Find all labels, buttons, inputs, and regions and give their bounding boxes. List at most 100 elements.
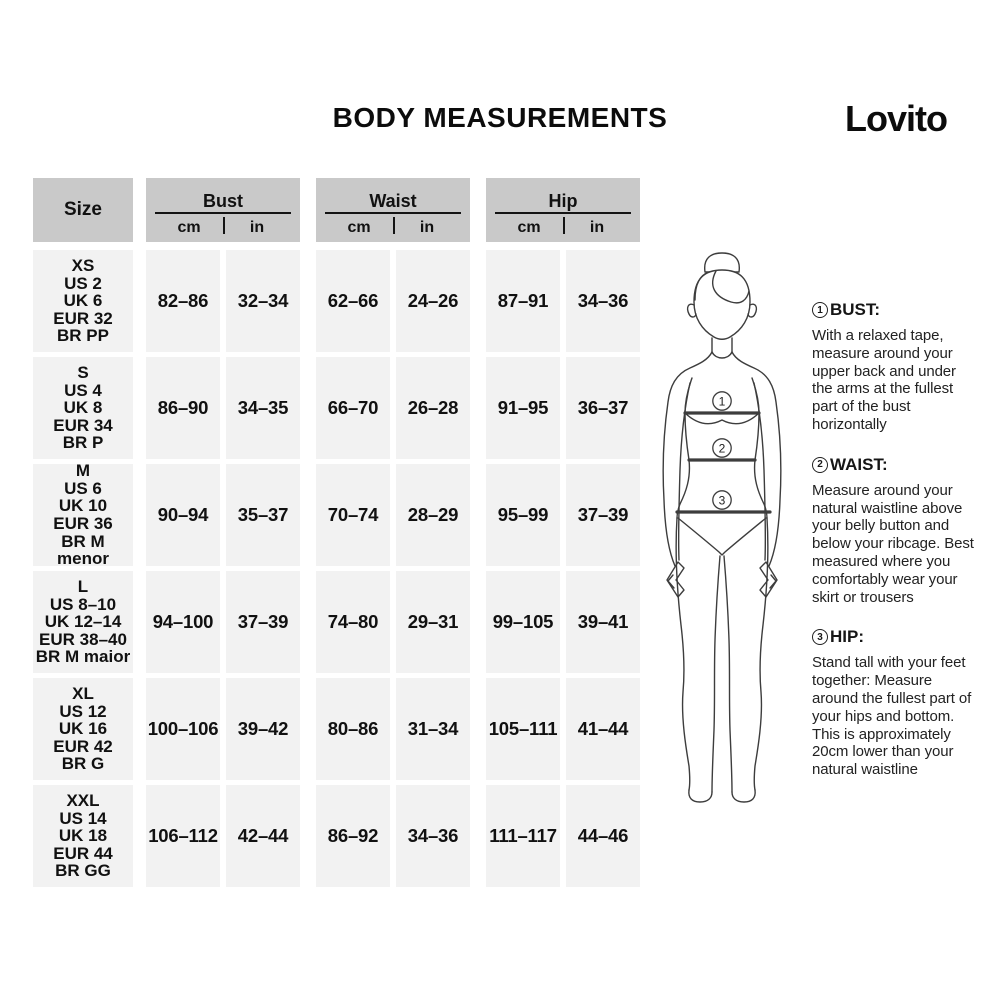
size-eur: EUR 44 — [53, 843, 113, 863]
size-br: BR G — [61, 754, 105, 774]
arm-inner-left — [677, 382, 691, 561]
bust-header-label: Bust — [203, 190, 243, 211]
body-figure-diagram: 1 2 3 — [662, 252, 782, 803]
bust-units-row: cm in — [155, 214, 291, 237]
bust-cm-cell: 94–100 — [146, 571, 220, 673]
waist-cm-cell: 86–92 — [316, 785, 390, 887]
size-name: XS — [71, 256, 95, 276]
underbust-line — [684, 412, 760, 425]
hip-in-cell: 44–46 — [566, 785, 640, 887]
bust-in-cell: 37–39 — [226, 571, 300, 673]
size-br: BR PP — [57, 326, 109, 346]
page-title: BODY MEASUREMENTS — [332, 102, 668, 133]
waist-in-cell: 34–36 — [396, 785, 470, 887]
figure-outline — [662, 252, 782, 803]
bust-in-cell: 42–44 — [226, 785, 300, 887]
table-row: L US 8–10 UK 12–14 EUR 38–40 BR M maior … — [33, 571, 640, 673]
waist-column-header: Waist cm in — [316, 178, 470, 242]
bust-values-group: 82–86 32–34 — [146, 250, 300, 352]
waist-cm-cell: 66–70 — [316, 357, 390, 459]
hip-cm-cell: 95–99 — [486, 464, 560, 566]
hip-marker-circle — [712, 490, 732, 510]
size-label-cell: XXL US 14 UK 18 EUR 44 BR GG — [33, 785, 133, 887]
hip-values-group: 99–105 39–41 — [486, 571, 640, 673]
size-name: S — [77, 363, 89, 383]
size-eur: EUR 36 — [53, 514, 113, 533]
hair-line — [712, 270, 750, 304]
hip-in-header: in — [589, 218, 605, 236]
bust-number-badge: 1 — [812, 302, 828, 318]
size-label-cell: XS US 2 UK 6 EUR 32 BR PP — [33, 250, 133, 352]
size-uk: UK 16 — [58, 719, 108, 739]
waist-in-cell: 24–26 — [396, 250, 470, 352]
brand-logo: Lovito — [845, 98, 948, 139]
bust-values-group: 100–106 39–42 — [146, 678, 300, 780]
neck — [711, 337, 733, 353]
table-row: M US 6 UK 10 EUR 36 BR M menor 90–94 35–… — [33, 462, 640, 568]
bust-heading-label: BUST: — [830, 300, 881, 319]
bust-values-group: 86–90 34–35 — [146, 357, 300, 459]
bust-cm-cell: 90–94 — [146, 464, 220, 566]
hip-marker-number: 3 — [719, 494, 726, 508]
head — [693, 269, 751, 340]
bust-in-header: in — [249, 218, 265, 236]
hip-heading-label: HIP: — [830, 627, 864, 647]
bust-in-cell: 35–37 — [226, 464, 300, 566]
size-us: US 2 — [64, 273, 102, 293]
hip-instruction-heading: 3 HIP: — [812, 627, 974, 647]
hip-cm-cell: 111–117 — [486, 785, 560, 887]
waist-cm-cell: 74–80 — [316, 571, 390, 673]
hip-values-group: 105–111 41–44 — [486, 678, 640, 780]
size-table: Size Bust cm in Waist cm in — [33, 178, 640, 892]
waist-cm-cell: 62–66 — [316, 250, 390, 352]
size-name: XL — [72, 684, 94, 704]
waist-instruction: 2 WAIST: Measure around your natural wai… — [812, 455, 974, 607]
header-divider-line — [155, 211, 291, 214]
size-uk: UK 10 — [58, 496, 108, 516]
header-divider-line — [325, 211, 461, 214]
ear-left — [686, 303, 697, 318]
header-divider-line — [495, 211, 631, 214]
size-label-cell: S US 4 UK 8 EUR 34 BR P — [33, 357, 133, 459]
hip-cm-cell: 91–95 — [486, 357, 560, 459]
panty-line — [677, 517, 767, 556]
waist-cm-cell: 70–74 — [316, 464, 390, 566]
hip-number-badge: 3 — [812, 629, 828, 646]
waist-values-group: 62–66 24–26 — [316, 250, 470, 352]
foot-left — [688, 789, 713, 803]
table-row: XXL US 14 UK 18 EUR 44 BR GG 106–112 42–… — [33, 785, 640, 887]
size-br: BR GG — [55, 861, 111, 881]
size-us: US 4 — [64, 380, 102, 400]
bust-marker-number: 1 — [719, 395, 726, 409]
bust-values-group: 94–100 37–39 — [146, 571, 300, 673]
waist-in-cell: 26–28 — [396, 357, 470, 459]
bust-cm-cell: 86–90 — [146, 357, 220, 459]
bust-in-cell: 32–34 — [226, 250, 300, 352]
waist-units-row: cm in — [325, 214, 461, 237]
hip-cm-cell: 105–111 — [486, 678, 560, 780]
size-label-cell: XL US 12 UK 16 EUR 42 BR G — [33, 678, 133, 780]
hip-in-cell: 41–44 — [566, 678, 640, 780]
collar-line — [711, 351, 733, 359]
hip-instruction-text: Stand tall with your feet together: Meas… — [812, 654, 972, 779]
hip-cm-cell: 99–105 — [486, 571, 560, 673]
bust-cm-cell: 82–86 — [146, 250, 220, 352]
table-header-row: Size Bust cm in Waist cm in — [33, 178, 640, 242]
waist-values-group: 86–92 34–36 — [316, 785, 470, 887]
hip-cm-header: cm — [517, 218, 541, 236]
waist-marker-circle — [712, 438, 732, 458]
hip-values-group: 87–91 34–36 — [486, 250, 640, 352]
size-us: US 12 — [59, 701, 107, 721]
bust-cm-header: cm — [177, 218, 201, 236]
hip-header-label: Hip — [548, 190, 578, 211]
units-divider — [393, 216, 395, 234]
size-br: BR P — [62, 433, 104, 453]
table-body: XS US 2 UK 6 EUR 32 BR PP 82–86 32–34 62… — [33, 250, 640, 887]
waist-header-label: Waist — [369, 190, 417, 211]
size-uk: UK 8 — [63, 398, 103, 418]
leg-inner-right — [723, 555, 733, 793]
hair-line-left — [694, 271, 710, 301]
bust-in-cell: 34–35 — [226, 357, 300, 459]
size-us: US 6 — [64, 478, 102, 498]
size-uk: UK 6 — [63, 291, 103, 311]
